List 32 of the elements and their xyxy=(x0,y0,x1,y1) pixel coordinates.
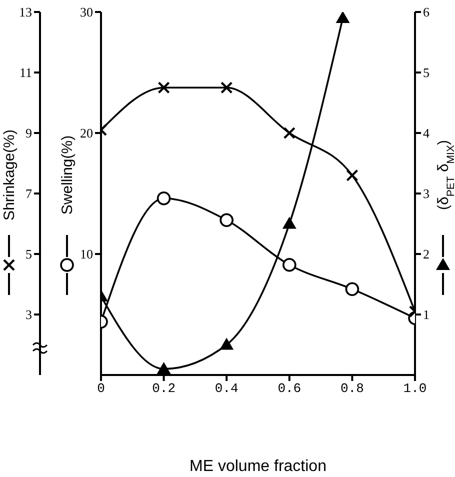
y2-tick-label: 10 xyxy=(80,246,93,262)
x-tick-label: 0.6 xyxy=(278,381,302,396)
y3-tick-label: 1 xyxy=(423,307,430,322)
x-axis-title: ME volume fraction xyxy=(190,458,326,475)
point xyxy=(283,126,296,140)
y-axis-title: Shrinkage(%) xyxy=(1,130,18,220)
y-tick-label: 13 xyxy=(19,4,32,20)
y-tick-label: 5 xyxy=(26,246,32,262)
point xyxy=(220,213,234,228)
y2-tick-label: 20 xyxy=(80,126,93,141)
point xyxy=(282,216,296,229)
y-tick-label: 7 xyxy=(26,186,32,202)
y2-axis-title: Swelling(%) xyxy=(59,135,76,215)
y-tick-label: 3 xyxy=(26,307,32,322)
point xyxy=(156,362,171,374)
x-tick-label: 0.8 xyxy=(340,381,364,396)
y3-tick-label: 5 xyxy=(423,65,430,80)
x-tick-label: 0 xyxy=(97,381,105,396)
point xyxy=(220,82,233,94)
x-tick-label: 0.2 xyxy=(152,381,176,396)
point xyxy=(336,12,350,24)
y3-tick-label: 4 xyxy=(423,126,430,141)
y3-tick-label: 6 xyxy=(423,4,430,20)
x-tick-label: 1.0 xyxy=(403,381,427,396)
y-tick-label: 11 xyxy=(19,65,32,80)
y3-tick-label: 2 xyxy=(423,246,430,262)
point xyxy=(220,338,234,350)
y2-tick-label: 30 xyxy=(80,4,93,20)
x-tick-label: 0.4 xyxy=(214,381,238,396)
point xyxy=(282,258,296,272)
y3-tick-label: 3 xyxy=(423,186,430,202)
y-tick-label: 9 xyxy=(26,126,32,141)
